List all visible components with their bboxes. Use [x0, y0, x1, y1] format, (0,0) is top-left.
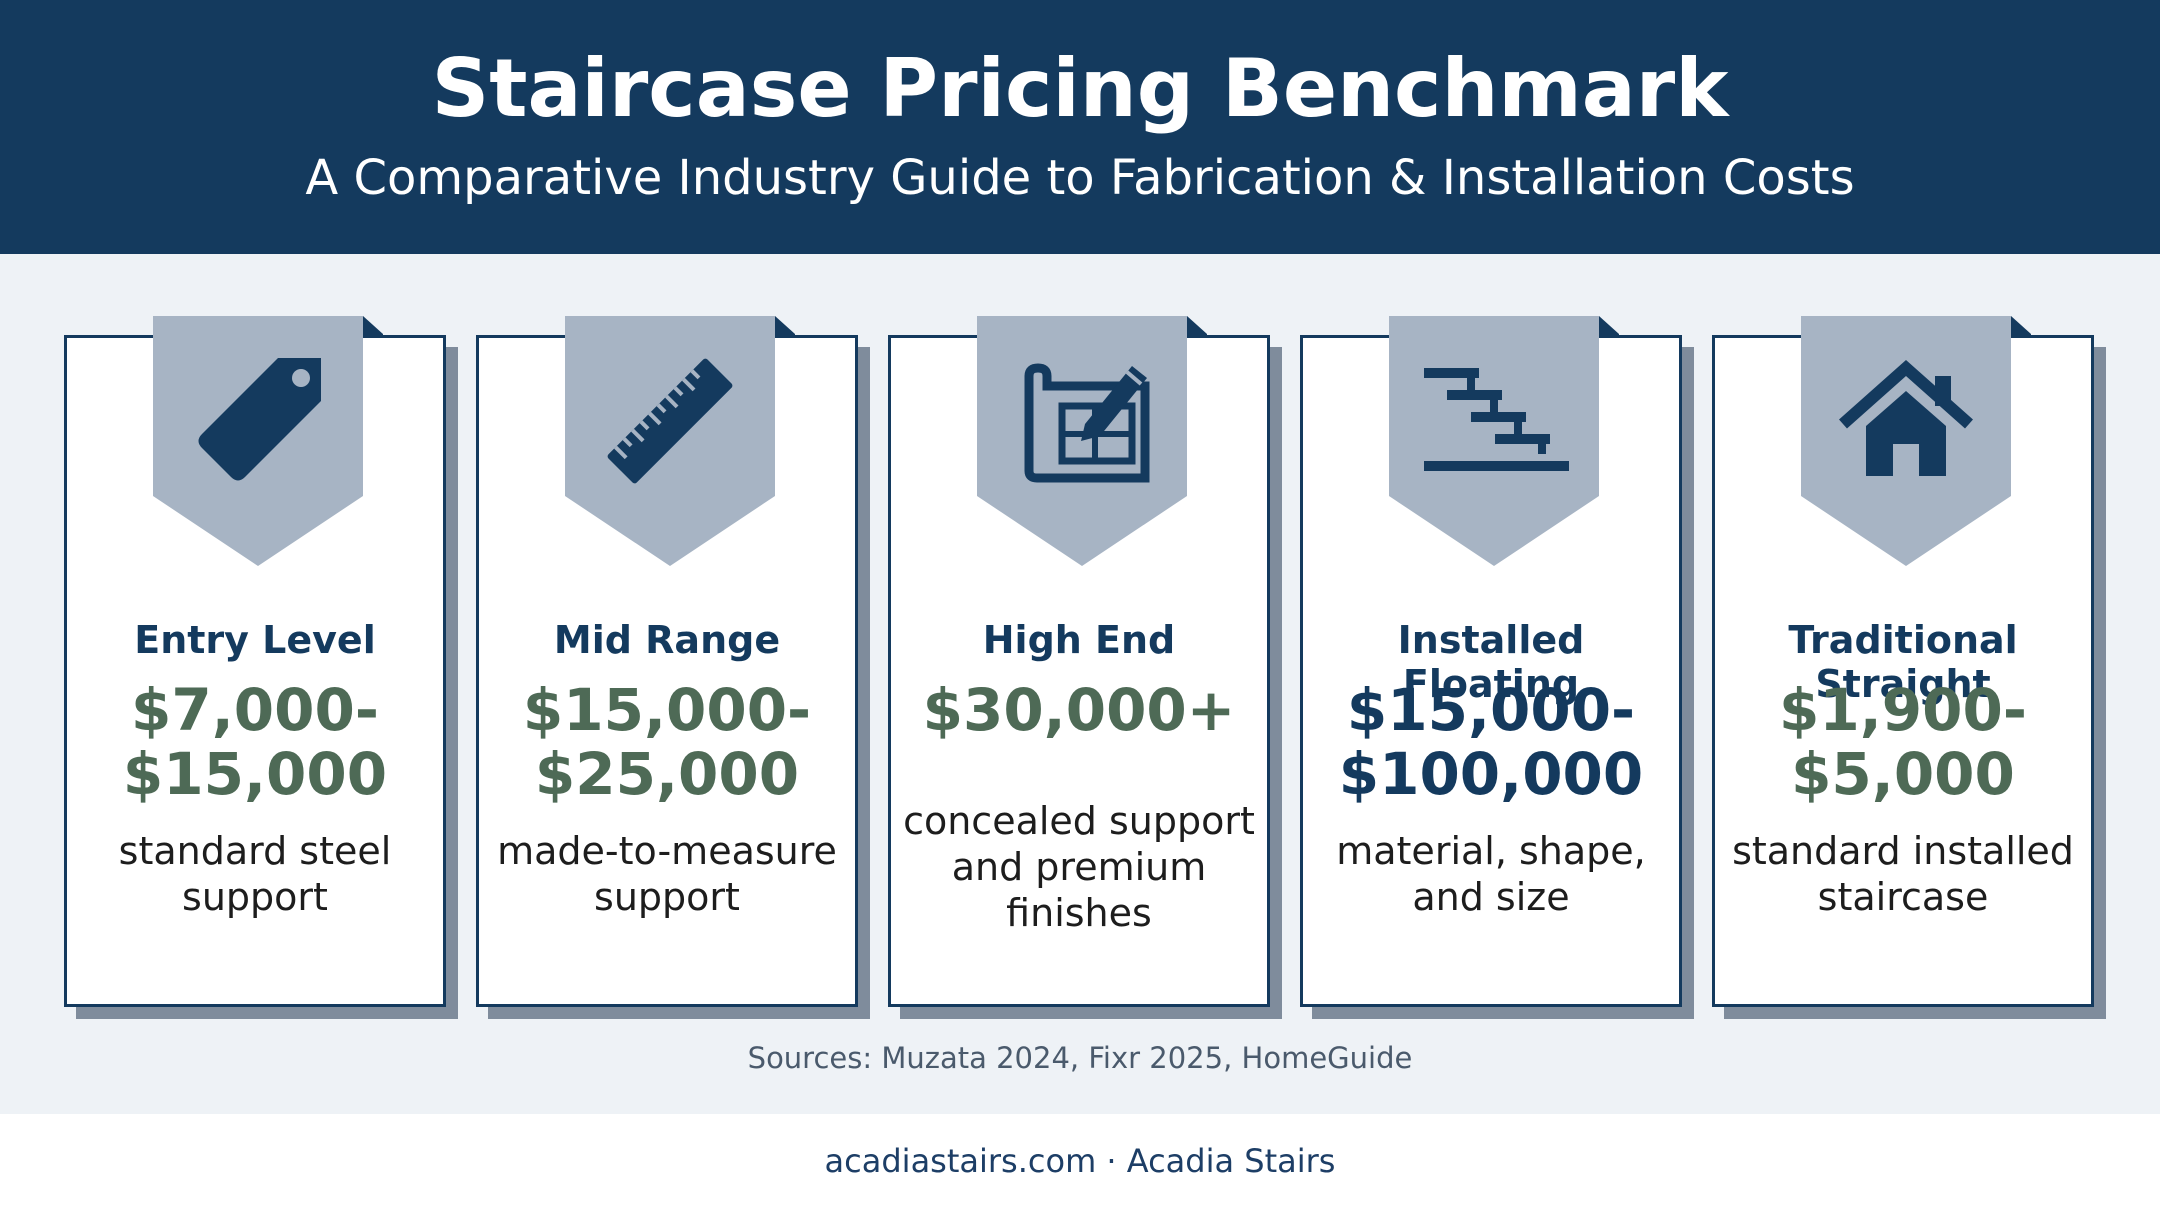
card-badge: [153, 316, 383, 566]
card-badge: [1801, 316, 2031, 566]
footer: acadiastairs.com · Acadia Stairs: [0, 1114, 2160, 1206]
card-traditional-straight: Traditional Straight $1,900- $5,000 stan…: [1712, 316, 2094, 1007]
card-mid-range: Mid Range $15,000- $25,000 made-to-measu…: [476, 316, 858, 1007]
card-price: $7,000- $15,000: [122, 676, 388, 808]
price-tag-icon: [198, 358, 321, 481]
blueprint-pencil-icon: [1024, 363, 1150, 483]
card-price: $30,000+: [922, 676, 1236, 744]
card-description: made-to-measure support: [497, 829, 837, 919]
card-badge: [1389, 316, 1619, 566]
footer-text: acadiastairs.com · Acadia Stairs: [824, 1142, 1336, 1180]
card-high-end: High End $30,000+ concealed support and …: [888, 316, 1270, 1007]
header-banner: Staircase Pricing Benchmark A Comparativ…: [0, 0, 2160, 254]
ruler-icon: [607, 358, 733, 484]
card-label: Installed Floating: [1397, 618, 1585, 706]
card-label: Entry Level: [134, 618, 376, 662]
card-badge: [977, 316, 1207, 566]
sources-note: Sources: Muzata 2024, Fixr 2025, HomeGui…: [747, 1041, 1413, 1075]
main-panel: Entry Level $7,000- $15,000 standard ste…: [0, 254, 2160, 1114]
card-description: standard steel support: [118, 829, 392, 919]
card-price: $15,000- $25,000: [522, 676, 812, 808]
card-badge: [565, 316, 795, 566]
card-label: Traditional Straight: [1788, 618, 2018, 706]
card-price: $15,000- $100,000: [1338, 676, 1644, 808]
card-installed-floating: Installed Floating $15,000- $100,000 mat…: [1300, 316, 1682, 1007]
card-description: concealed support and premium finishes: [903, 799, 1255, 935]
card-label: Mid Range: [553, 618, 781, 662]
page-subtitle: A Comparative Industry Guide to Fabricat…: [305, 150, 1855, 206]
card-description: material, shape, and size: [1336, 829, 1646, 919]
page-title: Staircase Pricing Benchmark: [431, 42, 1729, 135]
card-entry-level: Entry Level $7,000- $15,000 standard ste…: [64, 316, 446, 1007]
card-description: standard installed staircase: [1732, 829, 2074, 919]
card-label: High End: [982, 618, 1176, 662]
house-icon: [1839, 359, 1973, 476]
floating-stairs-icon: [1424, 368, 1569, 471]
card-price: $1,900- $5,000: [1779, 676, 2027, 808]
